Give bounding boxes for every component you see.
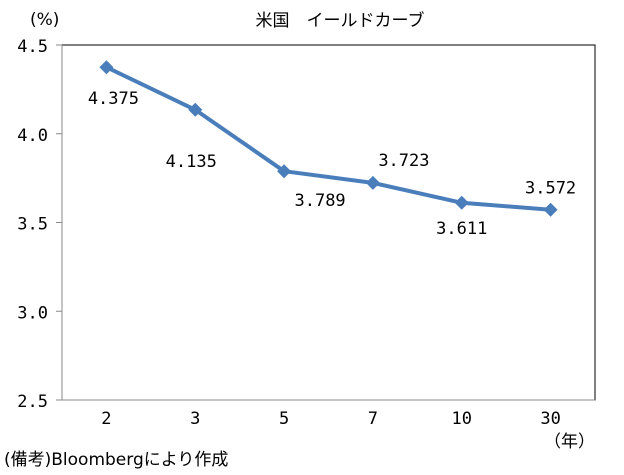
data-point-marker bbox=[277, 164, 292, 179]
x-axis-unit: （年） bbox=[544, 432, 595, 452]
data-point-marker bbox=[543, 202, 558, 217]
series-line bbox=[105, 65, 551, 212]
chart-title: 米国 イールドカーブ bbox=[256, 10, 425, 31]
source-note: (備考)Bloombergにより作成 bbox=[4, 450, 228, 470]
data-point-marker bbox=[188, 102, 203, 117]
y-axis-unit: (%) bbox=[30, 10, 59, 30]
data-label: 4.375 bbox=[88, 89, 139, 109]
x-tick-label: 2 bbox=[101, 409, 111, 429]
x-tick-label: 30 bbox=[540, 409, 560, 429]
y-tick-label: 4.0 bbox=[17, 126, 48, 146]
x-tick-label: 5 bbox=[279, 409, 289, 429]
y-tick-label: 4.5 bbox=[17, 37, 48, 57]
x-tick-label: 3 bbox=[190, 409, 200, 429]
y-tick-label: 2.5 bbox=[17, 392, 48, 412]
data-point-marker bbox=[454, 195, 469, 210]
data-label: 4.135 bbox=[166, 152, 217, 172]
plot-area-border bbox=[61, 44, 596, 401]
y-tick-label: 3.5 bbox=[17, 215, 48, 235]
y-tick-label: 3.0 bbox=[17, 303, 48, 323]
x-tick-label: 10 bbox=[452, 409, 472, 429]
data-point-marker bbox=[99, 60, 114, 75]
data-label: 3.723 bbox=[378, 151, 429, 171]
data-label: 3.789 bbox=[294, 191, 345, 211]
data-label: 3.611 bbox=[436, 219, 487, 239]
data-point-marker bbox=[365, 175, 380, 190]
data-label: 3.572 bbox=[525, 179, 576, 199]
x-tick-label: 7 bbox=[368, 409, 378, 429]
